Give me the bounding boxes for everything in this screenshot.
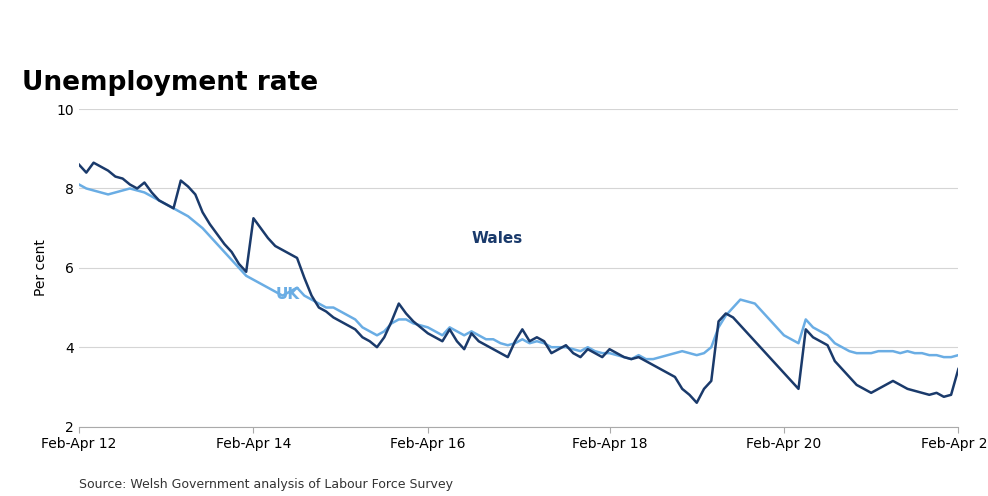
Text: UK: UK bbox=[276, 287, 299, 302]
Text: Source: Welsh Government analysis of Labour Force Survey: Source: Welsh Government analysis of Lab… bbox=[79, 478, 453, 491]
Y-axis label: Per cent: Per cent bbox=[35, 240, 48, 296]
Text: Wales: Wales bbox=[471, 231, 523, 246]
Text: Unemployment rate: Unemployment rate bbox=[22, 69, 318, 96]
